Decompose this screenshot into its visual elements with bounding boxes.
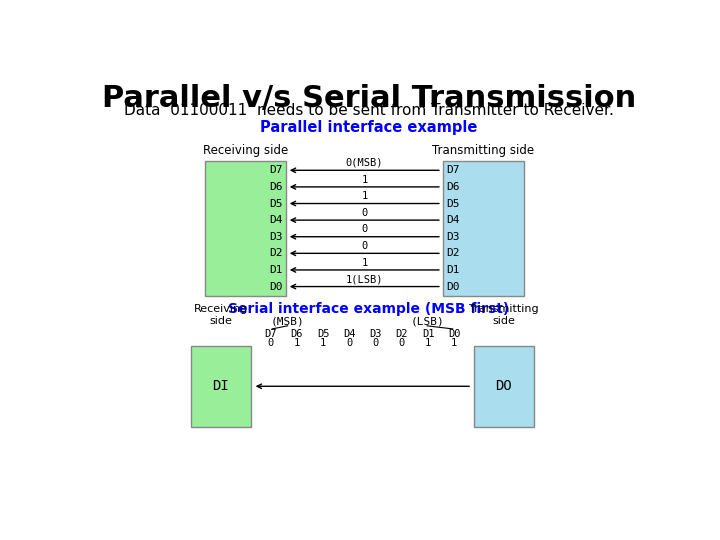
Text: Transmitting
side: Transmitting side [469,304,539,326]
Text: D0: D0 [446,281,460,292]
Text: D4: D4 [446,215,460,225]
Text: Receiving side: Receiving side [203,144,288,157]
Text: Transmitting side: Transmitting side [432,144,534,157]
Text: 0: 0 [267,338,274,348]
Text: 1: 1 [320,338,326,348]
Text: 0: 0 [361,208,367,218]
Text: D6: D6 [291,328,303,339]
Text: Data ‘01100011’ needs to be sent from Transmitter to Receiver.: Data ‘01100011’ needs to be sent from Tr… [124,103,614,118]
Text: D5: D5 [269,199,283,208]
Text: D0: D0 [269,281,283,292]
Bar [474,346,534,427]
Text: D6: D6 [269,182,283,192]
Text: (LSB): (LSB) [410,316,444,326]
Text: 0: 0 [372,338,379,348]
Text: Serial interface example (MSB first): Serial interface example (MSB first) [228,302,510,316]
Text: 0: 0 [346,338,352,348]
Text: D3: D3 [369,328,382,339]
Bar [443,161,524,296]
Text: 1: 1 [361,258,367,268]
Bar [204,161,286,296]
Text: 0: 0 [399,338,405,348]
Bar [191,346,251,427]
Text: D6: D6 [446,182,460,192]
Text: 1: 1 [294,338,300,348]
Text: D1: D1 [269,265,283,275]
Text: D2: D2 [395,328,408,339]
Text: D4: D4 [269,215,283,225]
Text: 1: 1 [451,338,457,348]
Text: Parallel v/s Serial Transmission: Parallel v/s Serial Transmission [102,84,636,113]
Text: D0: D0 [448,328,461,339]
Text: 0: 0 [361,225,367,234]
Text: Receiving
side: Receiving side [194,304,248,326]
Text: D1: D1 [446,265,460,275]
Text: D3: D3 [446,232,460,242]
Text: D3: D3 [269,232,283,242]
Text: D2: D2 [446,248,460,258]
Text: (MSB): (MSB) [271,316,305,326]
Text: D7: D7 [264,328,276,339]
Text: DI: DI [212,379,230,393]
Text: D5: D5 [317,328,329,339]
Text: 0: 0 [361,241,367,251]
Text: D1: D1 [422,328,434,339]
Text: D7: D7 [446,165,460,176]
Text: D4: D4 [343,328,356,339]
Text: D2: D2 [269,248,283,258]
Text: 1: 1 [425,338,431,348]
Text: 1: 1 [361,174,367,185]
Text: 1(LSB): 1(LSB) [346,274,383,284]
Text: D7: D7 [269,165,283,176]
Text: 0(MSB): 0(MSB) [346,158,383,168]
Text: D5: D5 [446,199,460,208]
Text: Parallel interface example: Parallel interface example [261,120,477,135]
Text: 1: 1 [361,191,367,201]
Text: DO: DO [495,379,512,393]
